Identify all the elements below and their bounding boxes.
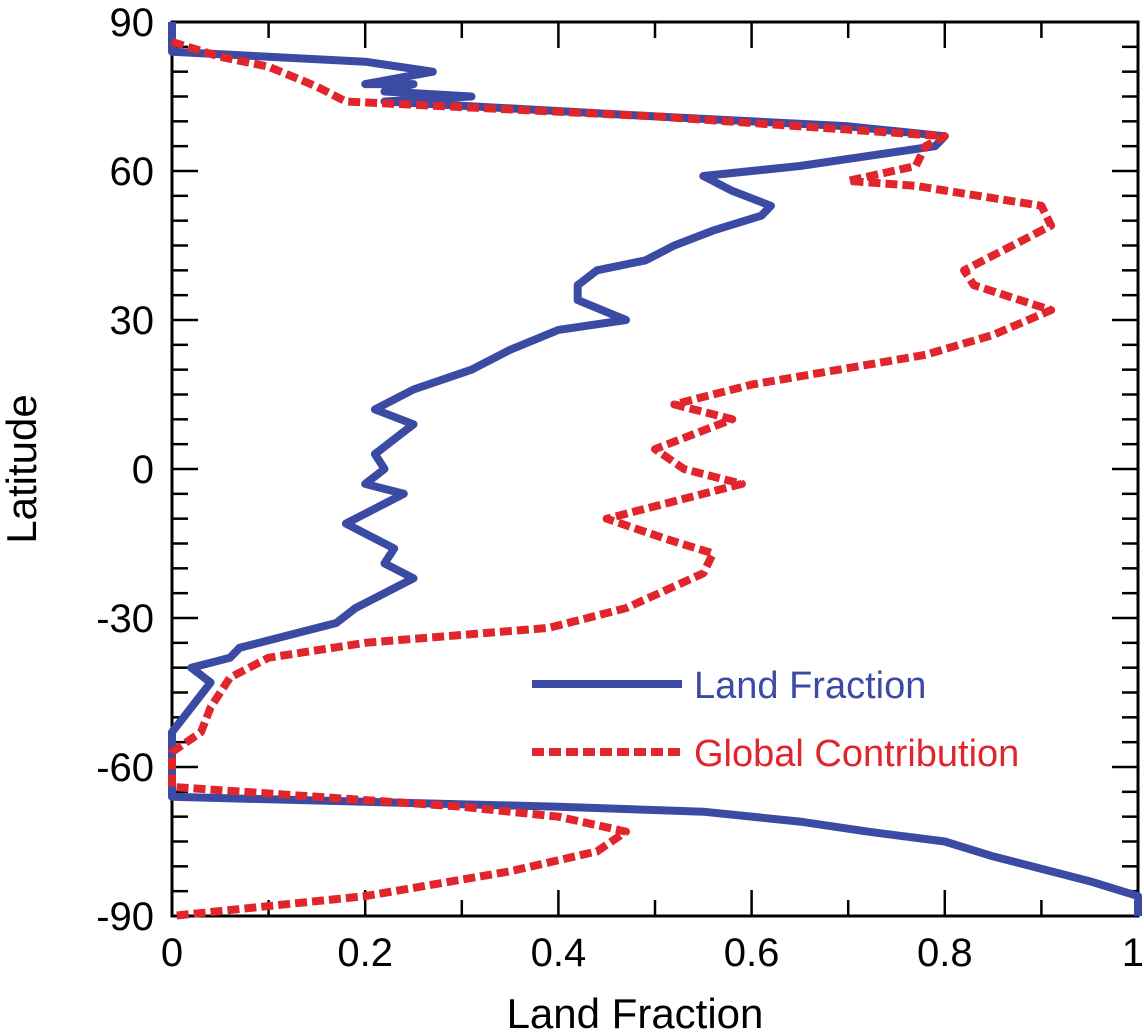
x-tick-label: 0.8	[917, 931, 973, 975]
x-tick-label: 0.6	[724, 931, 780, 975]
series-line-land-fraction	[168, 22, 1142, 916]
series-group	[168, 22, 1142, 920]
x-tick-label: 0	[161, 931, 183, 975]
series-line-global-contribution	[168, 38, 1056, 920]
y-tick-label: -60	[96, 746, 154, 790]
x-tick-label: 1	[1122, 931, 1144, 975]
y-tick-label: 30	[110, 299, 155, 343]
y-tick-label: -30	[96, 597, 154, 641]
plot-frame	[170, 20, 1140, 918]
y-tick-label: -90	[96, 895, 154, 939]
y-tick-label: 60	[110, 150, 155, 194]
y-tick-label: 90	[110, 1, 155, 45]
axes-group: -90 -60 -30 0 30 60 90 0 0.2 0.4 0.6 0.8 1	[96, 1, 1144, 975]
x-axis-title: Land Fraction	[507, 990, 764, 1036]
y-axis-title: Latitude	[0, 394, 45, 543]
legend: Land Fraction Global Contribution	[532, 665, 1019, 775]
y-tick-label: 0	[132, 448, 154, 492]
x-tick-label: 0.4	[531, 931, 587, 975]
legend-label-global-contribution: Global Contribution	[694, 733, 1019, 775]
x-tick-label: 0.2	[337, 931, 393, 975]
legend-label-land-fraction: Land Fraction	[694, 665, 926, 707]
